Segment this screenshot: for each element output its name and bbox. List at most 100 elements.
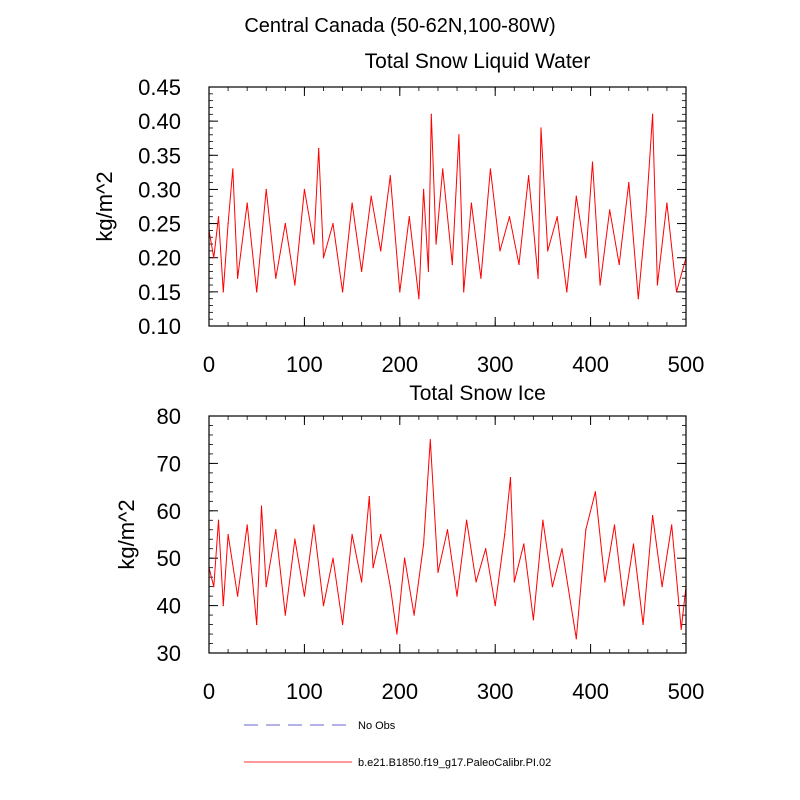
y-tick-label: 0.45 xyxy=(138,75,181,100)
panel-title: Total Snow Liquid Water xyxy=(365,50,591,73)
data-point xyxy=(542,519,544,521)
data-point xyxy=(680,628,682,630)
series-line xyxy=(208,439,687,640)
data-point xyxy=(423,188,425,191)
data-point xyxy=(246,202,248,204)
x-tick-label: 400 xyxy=(572,679,609,704)
y-tick-label: 0.15 xyxy=(138,280,181,305)
data-point xyxy=(561,548,563,550)
data-point xyxy=(380,250,382,252)
data-point xyxy=(446,529,449,531)
data-point xyxy=(604,581,606,583)
data-point xyxy=(237,277,239,279)
data-point xyxy=(232,168,234,170)
data-point xyxy=(437,571,439,574)
data-point xyxy=(256,623,258,626)
data-point xyxy=(494,605,496,607)
data-point xyxy=(671,524,673,526)
data-point xyxy=(547,250,549,252)
data-point xyxy=(260,505,263,507)
x-tick-label: 100 xyxy=(286,352,323,377)
data-point xyxy=(370,195,372,197)
panel-title: Total Snow Ice xyxy=(409,382,546,405)
data-point xyxy=(423,543,425,545)
x-tick-label: 0 xyxy=(203,679,215,704)
data-point xyxy=(458,134,460,136)
data-point xyxy=(456,595,458,597)
data-point xyxy=(499,250,501,252)
data-point xyxy=(442,168,444,170)
data-point xyxy=(256,291,258,293)
data-point xyxy=(652,514,654,517)
data-point xyxy=(475,581,477,583)
data-point xyxy=(389,175,391,177)
data-point xyxy=(361,581,363,583)
x-tick-label: 300 xyxy=(477,679,514,704)
data-point xyxy=(585,257,587,259)
data-point xyxy=(351,202,353,204)
panel-snow-liquid-water: Total Snow Liquid Water kg/m^2 0.10 0.15 0.2… xyxy=(92,50,704,377)
data-point xyxy=(237,595,239,597)
data-point xyxy=(513,581,515,583)
series-line xyxy=(208,113,687,300)
data-point xyxy=(380,533,382,536)
data-point xyxy=(341,291,344,293)
data-point xyxy=(465,519,468,521)
data-point xyxy=(332,557,334,559)
x-tick-label: 400 xyxy=(572,352,609,377)
x-tick-label: 300 xyxy=(477,352,514,377)
y-axis-label: kg/m^2 xyxy=(114,499,139,569)
y-tick-label: 0.25 xyxy=(138,212,181,237)
data-point xyxy=(284,222,286,225)
y-axis-label: kg/m^2 xyxy=(92,171,117,241)
data-point xyxy=(508,216,511,218)
data-point xyxy=(322,605,325,607)
data-point xyxy=(642,623,644,626)
data-point xyxy=(217,216,220,218)
data-point xyxy=(518,263,520,266)
data-point xyxy=(540,127,542,129)
panel-snow-ice: Total Snow Ice kg/m^2 30 40 50 60 70 80 0 100 200 3… xyxy=(114,382,704,704)
data-point xyxy=(556,216,558,218)
data-point xyxy=(485,548,487,550)
y-tick-label: 0.10 xyxy=(138,314,181,339)
legend-label-no-obs: No Obs xyxy=(358,720,396,732)
data-point xyxy=(637,298,639,300)
data-point xyxy=(566,291,568,293)
data-point xyxy=(470,202,472,204)
x-tick-label: 500 xyxy=(668,679,705,704)
data-point xyxy=(413,614,415,616)
data-point xyxy=(265,188,267,191)
data-point xyxy=(332,222,334,225)
data-point xyxy=(217,519,220,521)
data-point xyxy=(623,605,625,607)
data-point xyxy=(628,182,630,184)
data-point xyxy=(551,586,554,588)
data-point xyxy=(368,495,370,498)
data-point xyxy=(632,543,635,545)
y-tick-label: 0.30 xyxy=(138,177,181,202)
data-point xyxy=(213,586,215,588)
data-point xyxy=(318,147,320,150)
data-point xyxy=(609,209,611,211)
data-point xyxy=(227,533,229,536)
data-point xyxy=(645,216,647,218)
data-point xyxy=(418,298,420,300)
data-point xyxy=(585,529,587,531)
x-tick-label: 0 xyxy=(203,352,215,377)
data-point xyxy=(213,257,215,259)
data-point xyxy=(451,263,453,266)
data-point xyxy=(575,195,577,197)
y-tick-label: 0.40 xyxy=(138,109,181,134)
data-point xyxy=(599,284,601,286)
data-point xyxy=(661,586,663,588)
data-point xyxy=(351,533,353,536)
data-point xyxy=(504,533,506,536)
data-point xyxy=(322,257,325,259)
y-tick-label: 70 xyxy=(157,451,181,476)
data-point xyxy=(666,202,668,204)
data-point xyxy=(613,524,616,526)
figure-suptitle: Central Canada (50-62N,100-80W) xyxy=(244,15,555,37)
y-tick-label: 60 xyxy=(157,499,181,524)
